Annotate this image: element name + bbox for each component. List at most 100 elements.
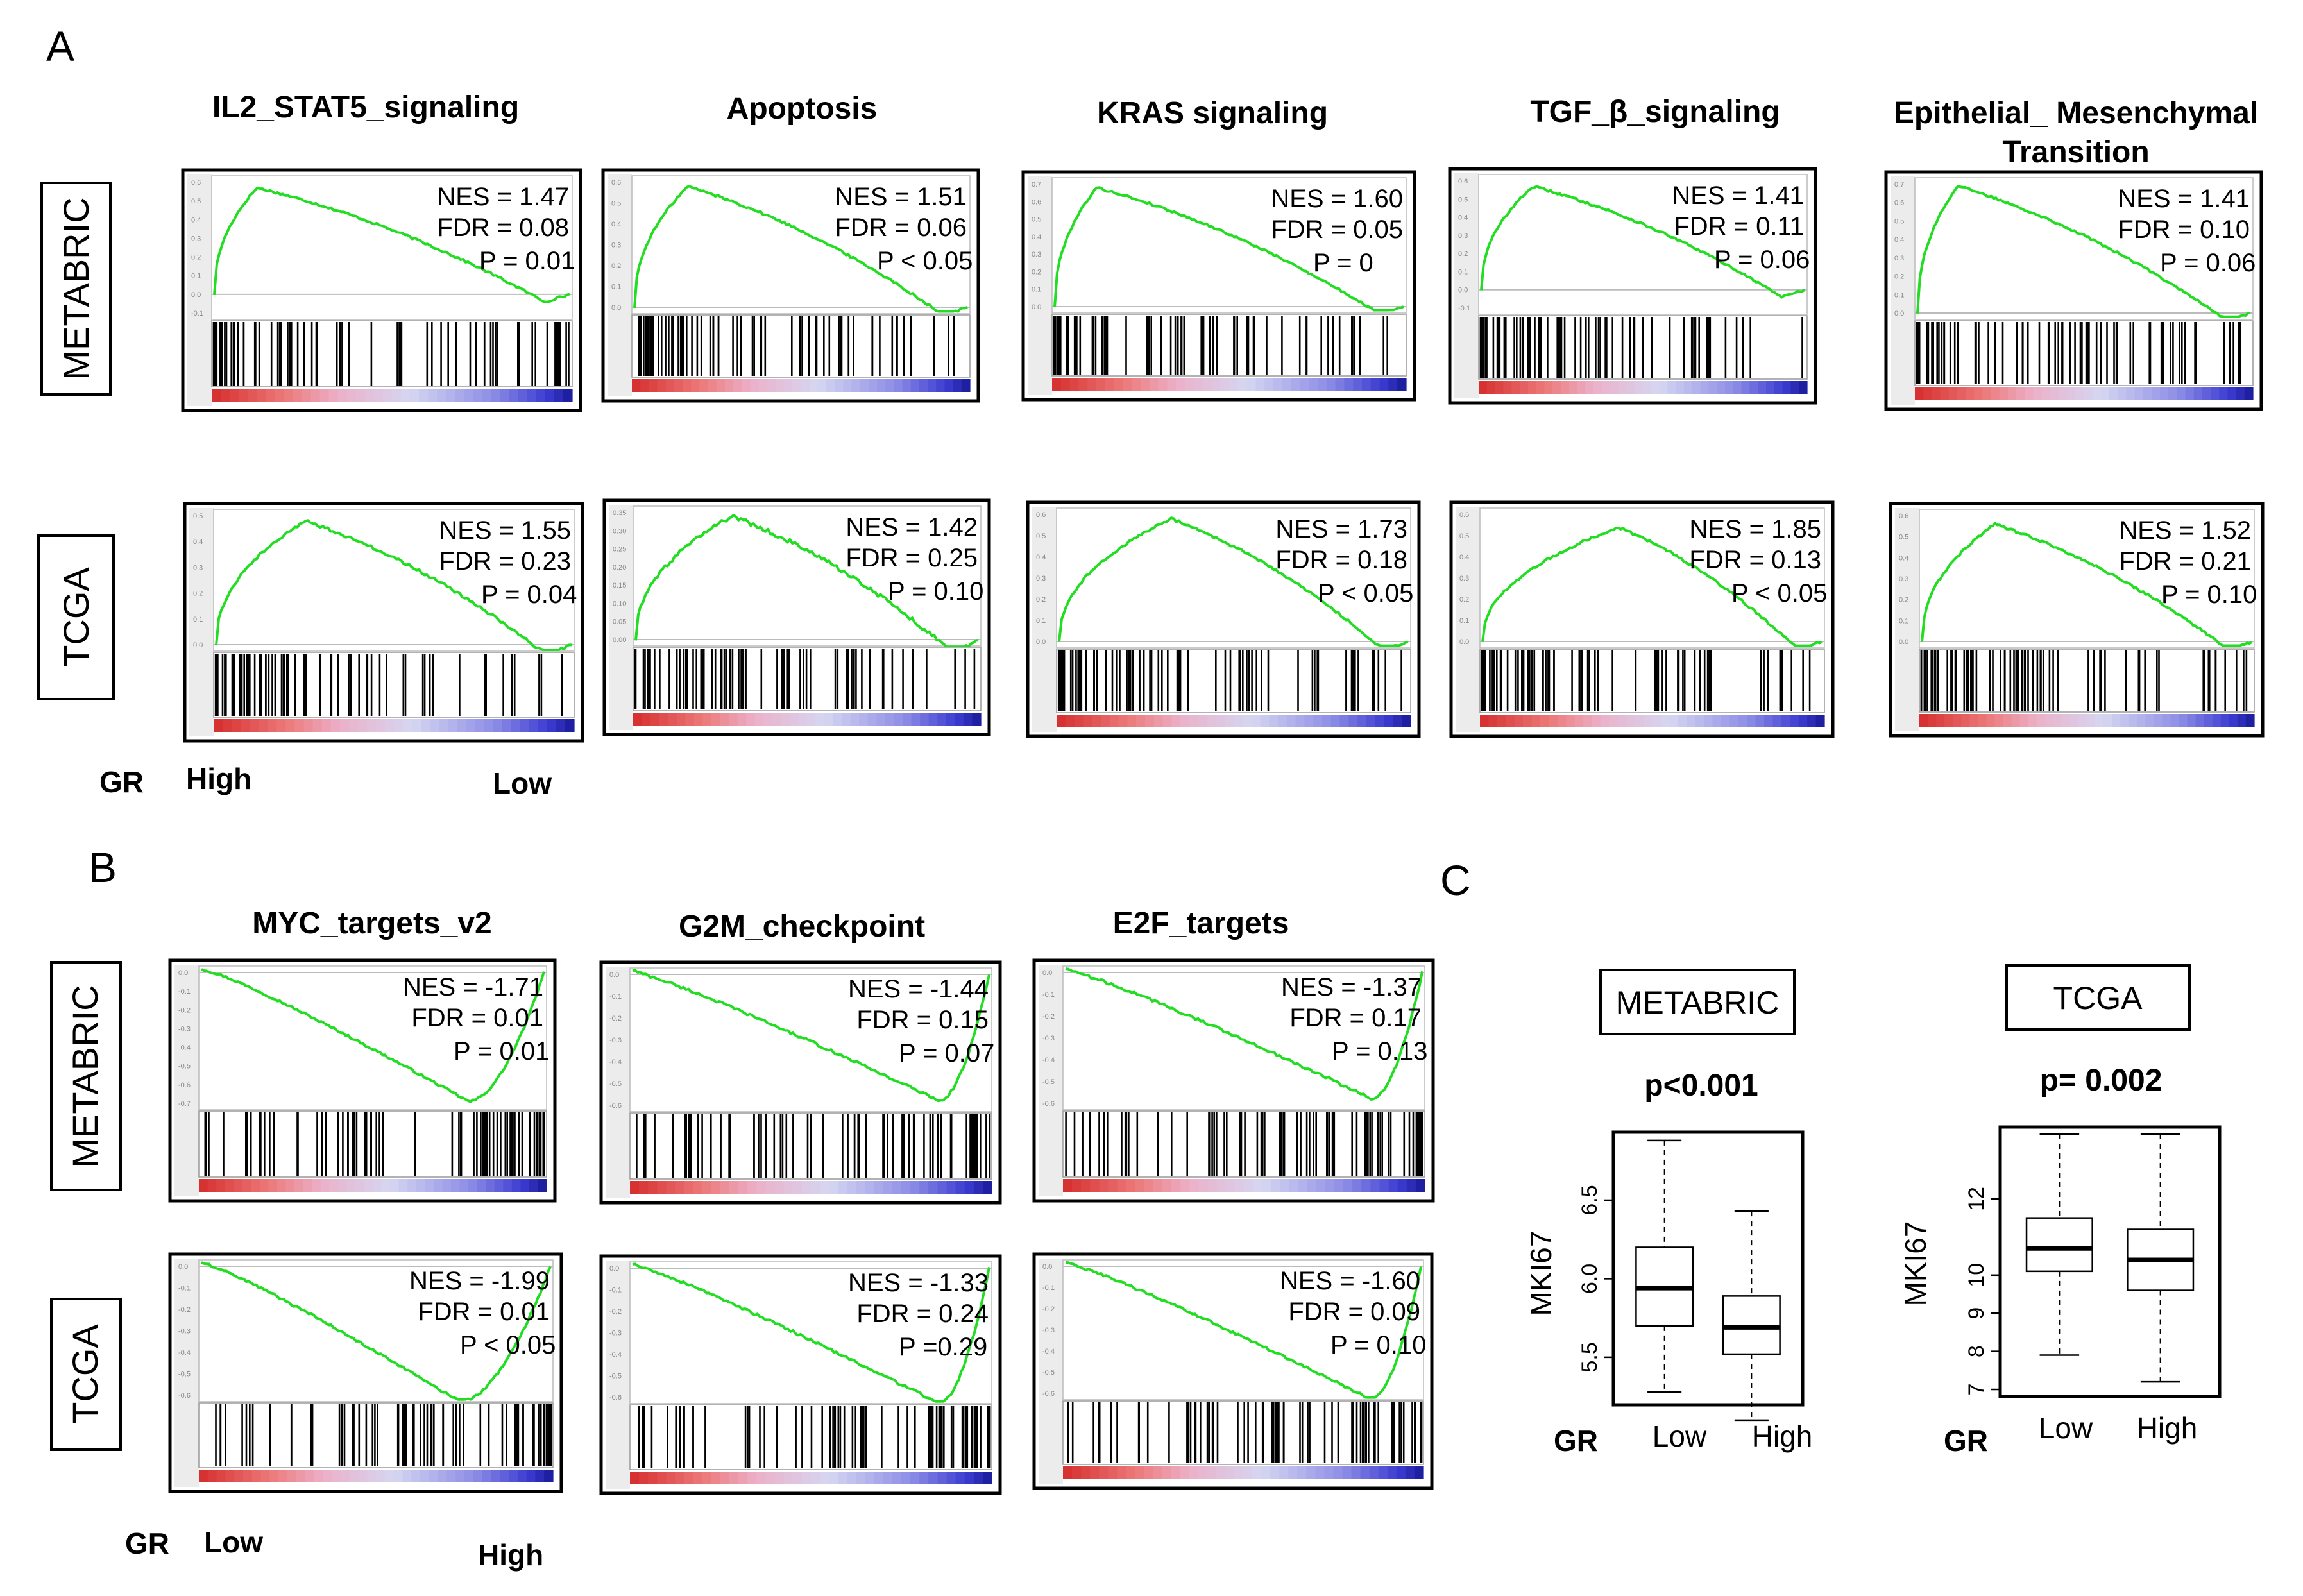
rank-color-segment	[285, 719, 296, 732]
rank-color-segment	[1153, 1179, 1163, 1192]
y-tick-label: 12	[1964, 1187, 1989, 1211]
rank-color-segment	[1153, 715, 1164, 727]
p-value: P < 0.05	[460, 1331, 556, 1359]
title-apoptosis: Apoptosis	[727, 92, 878, 126]
rank-color-segment	[1772, 715, 1782, 727]
y-tick-label: 0.0	[178, 1263, 188, 1271]
rank-color-segment	[402, 1470, 412, 1482]
es-plot-area	[1478, 174, 1808, 315]
rank-color-segment	[2044, 714, 2054, 727]
p-value: P = 0.06	[2160, 249, 2256, 277]
y-tick-label: 0.3	[191, 235, 201, 242]
rank-color-segment	[1145, 715, 1155, 727]
rank-color-segment	[1090, 1179, 1100, 1192]
rank-color-segment	[407, 1179, 417, 1192]
rank-color-segment	[355, 1179, 365, 1192]
rank-color-segment	[2120, 714, 2129, 727]
rank-color-segment	[1316, 1179, 1326, 1192]
rank-color-segment	[826, 379, 835, 392]
rank-color-segment	[1384, 715, 1393, 727]
y-tick-label: -0.4	[178, 1044, 191, 1052]
gsea-plot-emt-metabric: 0.7 0.6 0.5 0.4 0.3 0.2 0.1 0.0 NES = 1.41 FDR = …	[1884, 170, 2263, 411]
y-tick-label: -0.5	[178, 1063, 191, 1071]
rank-color-segment	[1171, 715, 1181, 727]
rank-color-segment	[973, 1181, 983, 1194]
y-tick-label: 0.4	[1894, 236, 1904, 244]
y-tick-label: 10	[1964, 1263, 1989, 1287]
rank-color-segment	[346, 1179, 356, 1192]
y-tick-label: -0.6	[609, 1394, 622, 1402]
rank-color-segment	[784, 379, 793, 392]
y-tick-label: 0.1	[611, 284, 621, 291]
rank-color-segment	[684, 1472, 694, 1484]
rank-color-segment	[1149, 378, 1159, 391]
rank-color-segment	[337, 389, 348, 402]
y-tick-label: 0.2	[1032, 268, 1041, 276]
y-tick-label: 0.4	[1032, 233, 1041, 241]
rank-color-segment	[556, 719, 566, 732]
rank-color-segment	[1480, 715, 1489, 727]
rank-color-segment	[702, 713, 712, 726]
rank-color-segment	[711, 1472, 721, 1484]
rank-color-segment	[747, 1472, 757, 1484]
rank-color-segment	[783, 1472, 794, 1484]
rank-color-segment	[278, 1470, 288, 1482]
rank-color-segment	[711, 713, 721, 726]
y-tick-label: -0.4	[609, 1058, 622, 1066]
y-tick-label: -0.5	[609, 1373, 622, 1380]
rank-color-segment	[738, 1181, 748, 1194]
y-tick-label: -0.4	[1042, 1348, 1055, 1355]
rank-color-segment	[1375, 715, 1385, 727]
y-tick-label: 0.2	[193, 590, 203, 598]
rank-color-segment	[676, 713, 686, 726]
rank-color-segment	[1180, 1466, 1190, 1479]
y-tick-label: 0.30	[613, 527, 626, 535]
rank-color-segment	[776, 379, 785, 392]
rank-color-segment	[1749, 381, 1758, 394]
rank-color-segment	[411, 1470, 421, 1482]
rank-color-segment	[421, 719, 430, 732]
es-plot-area	[633, 505, 982, 647]
rank-color-segment	[535, 1470, 545, 1482]
y-tick-label: -0.1	[178, 988, 191, 996]
rank-color-segment	[1747, 715, 1756, 727]
rank-color-segment	[1695, 715, 1704, 727]
rank-color-segment	[385, 719, 395, 732]
rank-color-segment	[1304, 715, 1314, 727]
rank-color-segment	[1609, 715, 1619, 727]
rank-color-segment	[702, 1472, 712, 1484]
rank-color-segment	[1360, 1466, 1370, 1479]
rank-color-segment	[650, 713, 660, 726]
rank-color-segment	[1083, 715, 1092, 727]
row-label-text: METABRIC	[65, 985, 105, 1167]
rank-color-segment	[287, 1470, 297, 1482]
rank-color-segment	[364, 389, 375, 402]
y-tick-label: 0.5	[1032, 216, 1041, 224]
y-tick-label: -0.4	[178, 1349, 191, 1357]
rank-color-segment	[1144, 1179, 1154, 1192]
rank-color-segment	[527, 389, 537, 402]
rank-color-segment	[885, 379, 895, 392]
rank-color-segment	[250, 719, 259, 732]
p-value: P < 0.05	[877, 247, 973, 275]
rank-color-segment	[1193, 378, 1203, 391]
rank-color-segment	[1738, 715, 1747, 727]
rank-color-segment	[1610, 381, 1619, 394]
rank-color-segment	[919, 1472, 929, 1484]
rank-color-segment	[1297, 1466, 1307, 1479]
hits-area	[198, 1402, 554, 1468]
rank-color-segment	[711, 1181, 721, 1194]
rank-color-segment	[1506, 715, 1515, 727]
y-axis-label: MKI67	[1899, 1221, 1932, 1307]
rank-color-segment	[2227, 387, 2237, 400]
rank-color-segment	[442, 1179, 452, 1192]
rank-color-segment	[1669, 715, 1679, 727]
rank-color-segment	[1117, 1466, 1126, 1479]
rank-color-segment	[702, 1181, 712, 1194]
enrichment-curve	[1065, 967, 1423, 1101]
y-tick-label: -0.6	[178, 1392, 191, 1400]
rank-color-segment	[239, 389, 248, 402]
rank-color-segment	[364, 1179, 373, 1192]
rank-color-segment	[1362, 378, 1372, 391]
rank-color-segment	[829, 1472, 838, 1484]
